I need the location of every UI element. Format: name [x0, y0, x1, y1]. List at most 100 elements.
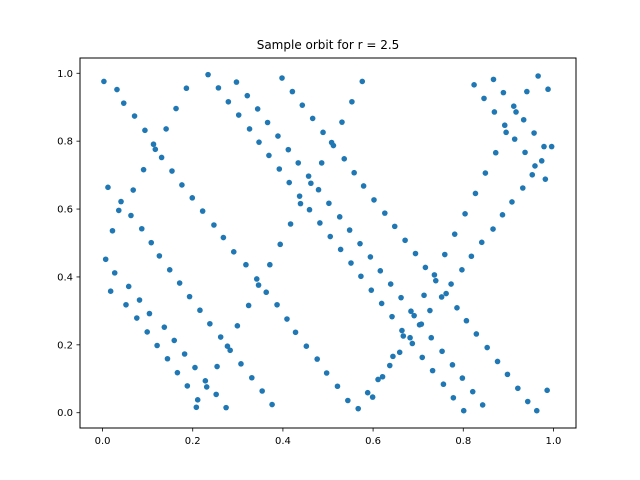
- data-point: [441, 251, 448, 258]
- data-point: [125, 283, 132, 290]
- data-point: [368, 287, 375, 293]
- data-point: [101, 78, 107, 85]
- data-point: [318, 160, 325, 166]
- data-point: [244, 92, 251, 99]
- data-point: [256, 139, 262, 145]
- data-point: [327, 233, 334, 240]
- data-point: [275, 133, 281, 139]
- data-point: [259, 388, 265, 394]
- data-point: [284, 316, 290, 322]
- data-point: [299, 102, 306, 108]
- data-point: [269, 401, 275, 408]
- data-point: [140, 166, 147, 173]
- data-point: [357, 240, 363, 247]
- data-point: [396, 349, 403, 356]
- data-point: [428, 334, 435, 341]
- x-axis: 0.0 0.2 0.4 0.6 0.8 1.0: [95, 428, 561, 447]
- data-point: [462, 211, 468, 217]
- data-point: [295, 160, 302, 166]
- data-point: [471, 82, 477, 88]
- data-point: [308, 180, 314, 187]
- data-point: [105, 184, 111, 191]
- data-point: [431, 272, 438, 278]
- y-tick-label: 0.4: [57, 272, 73, 283]
- data-point: [264, 119, 271, 126]
- data-point: [355, 405, 362, 412]
- data-point: [418, 321, 425, 327]
- data-point: [183, 85, 190, 92]
- data-point: [412, 250, 419, 257]
- data-point: [336, 214, 343, 220]
- data-point: [193, 404, 200, 411]
- data-point: [303, 343, 310, 349]
- data-point: [382, 210, 388, 216]
- data-point: [220, 234, 227, 241]
- data-point: [154, 342, 160, 349]
- data-point: [439, 348, 445, 355]
- data-point: [463, 317, 470, 324]
- x-tick-label: 0.8: [455, 436, 471, 447]
- y-tick-label: 0.0: [57, 408, 73, 419]
- data-point: [174, 369, 181, 376]
- data-point: [391, 223, 398, 230]
- data-point: [491, 109, 498, 115]
- plot-frame: [79, 57, 577, 429]
- data-point: [421, 292, 427, 299]
- data-point: [468, 253, 475, 260]
- data-point: [349, 98, 355, 105]
- data-point: [369, 394, 376, 400]
- data-point: [213, 391, 219, 398]
- y-axis: 0.0 0.2 0.4 0.6 0.8 1.0: [57, 69, 80, 419]
- data-point: [309, 115, 316, 122]
- y-tick-label: 0.6: [57, 205, 73, 216]
- data-point: [144, 329, 150, 335]
- data-point: [243, 261, 249, 268]
- data-point: [522, 149, 528, 156]
- data-point: [130, 187, 137, 193]
- data-point: [529, 171, 536, 178]
- data-point: [389, 313, 395, 320]
- data-point: [224, 343, 231, 349]
- data-point: [377, 268, 384, 274]
- data-point: [156, 253, 163, 259]
- data-point: [531, 130, 537, 136]
- data-point: [459, 267, 465, 273]
- data-point: [519, 185, 526, 191]
- data-point: [348, 260, 354, 266]
- data-point: [399, 327, 405, 334]
- data-point: [136, 297, 143, 303]
- data-point: [375, 376, 381, 383]
- data-point: [515, 385, 521, 392]
- data-point: [148, 239, 155, 246]
- data-point: [267, 261, 273, 268]
- data-point: [548, 143, 555, 150]
- data-point: [449, 362, 456, 368]
- data-point: [378, 300, 385, 307]
- data-point: [274, 301, 280, 308]
- data-point: [390, 353, 396, 360]
- data-point: [545, 86, 551, 93]
- data-point: [215, 85, 222, 91]
- data-point: [345, 397, 351, 404]
- data-point: [225, 98, 232, 105]
- data-point: [287, 221, 294, 227]
- data-point: [306, 206, 313, 213]
- data-point: [484, 344, 490, 351]
- data-point: [448, 281, 454, 287]
- data-points: [101, 71, 555, 414]
- data-point: [202, 378, 209, 384]
- data-point: [454, 305, 460, 311]
- data-point: [123, 301, 129, 308]
- data-point: [120, 100, 127, 106]
- y-tick-label: 0.2: [57, 340, 73, 351]
- data-point: [184, 383, 191, 389]
- data-point: [102, 256, 109, 263]
- data-point: [205, 71, 211, 78]
- data-point: [400, 333, 407, 339]
- data-point: [152, 146, 159, 153]
- data-point: [296, 193, 303, 199]
- data-point: [305, 173, 312, 179]
- data-point: [541, 143, 547, 150]
- data-point: [233, 79, 240, 85]
